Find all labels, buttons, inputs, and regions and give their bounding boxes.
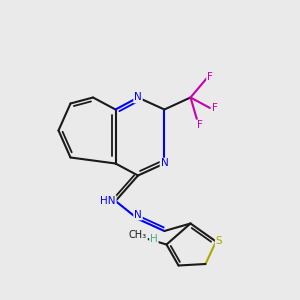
- Text: N: N: [134, 209, 142, 220]
- Text: CH₃: CH₃: [129, 230, 147, 241]
- Text: H: H: [150, 233, 158, 244]
- Text: F: F: [207, 71, 213, 82]
- Text: S: S: [216, 236, 222, 247]
- Text: N: N: [160, 158, 168, 169]
- Text: F: F: [212, 103, 218, 113]
- Text: F: F: [196, 120, 202, 130]
- Text: N: N: [134, 92, 142, 103]
- Text: HN: HN: [100, 196, 116, 206]
